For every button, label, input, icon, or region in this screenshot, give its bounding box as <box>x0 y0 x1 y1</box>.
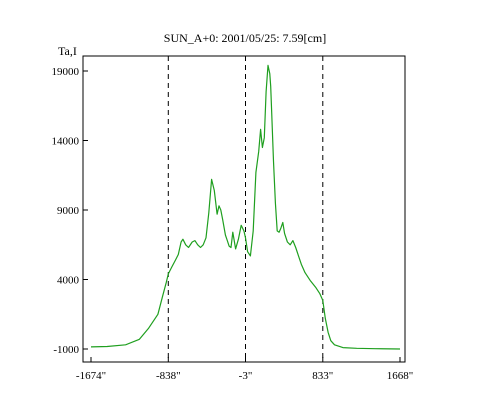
axis-ticks: -1000 4000 9000 14000 19000 -1674" -838" -3" 833… <box>52 66 414 382</box>
x-tick-label-1: -838" <box>156 370 181 382</box>
x-tick-label-3: 833" <box>312 370 333 382</box>
vertical-reference-lines <box>167 56 324 362</box>
y-tick-label-4: 19000 <box>52 66 80 78</box>
x-tick-label-2: -3" <box>239 370 253 382</box>
chart-title: SUN_A+0: 2001/05/25: 7.59[cm] <box>163 31 327 45</box>
y-tick-label-2: 9000 <box>57 205 80 217</box>
y-tick-label-1: 4000 <box>57 275 80 287</box>
plot-area <box>82 55 406 363</box>
series-layer <box>90 64 401 350</box>
y-tick-label-3: 14000 <box>52 136 80 148</box>
x-tick-label-4: 1668" <box>387 370 414 382</box>
x-tick-label-0: -1674" <box>76 370 106 382</box>
series-line-0 <box>90 64 401 350</box>
y-axis-title: Ta,I <box>58 44 77 58</box>
y-tick-label-0: -1000 <box>53 344 79 356</box>
